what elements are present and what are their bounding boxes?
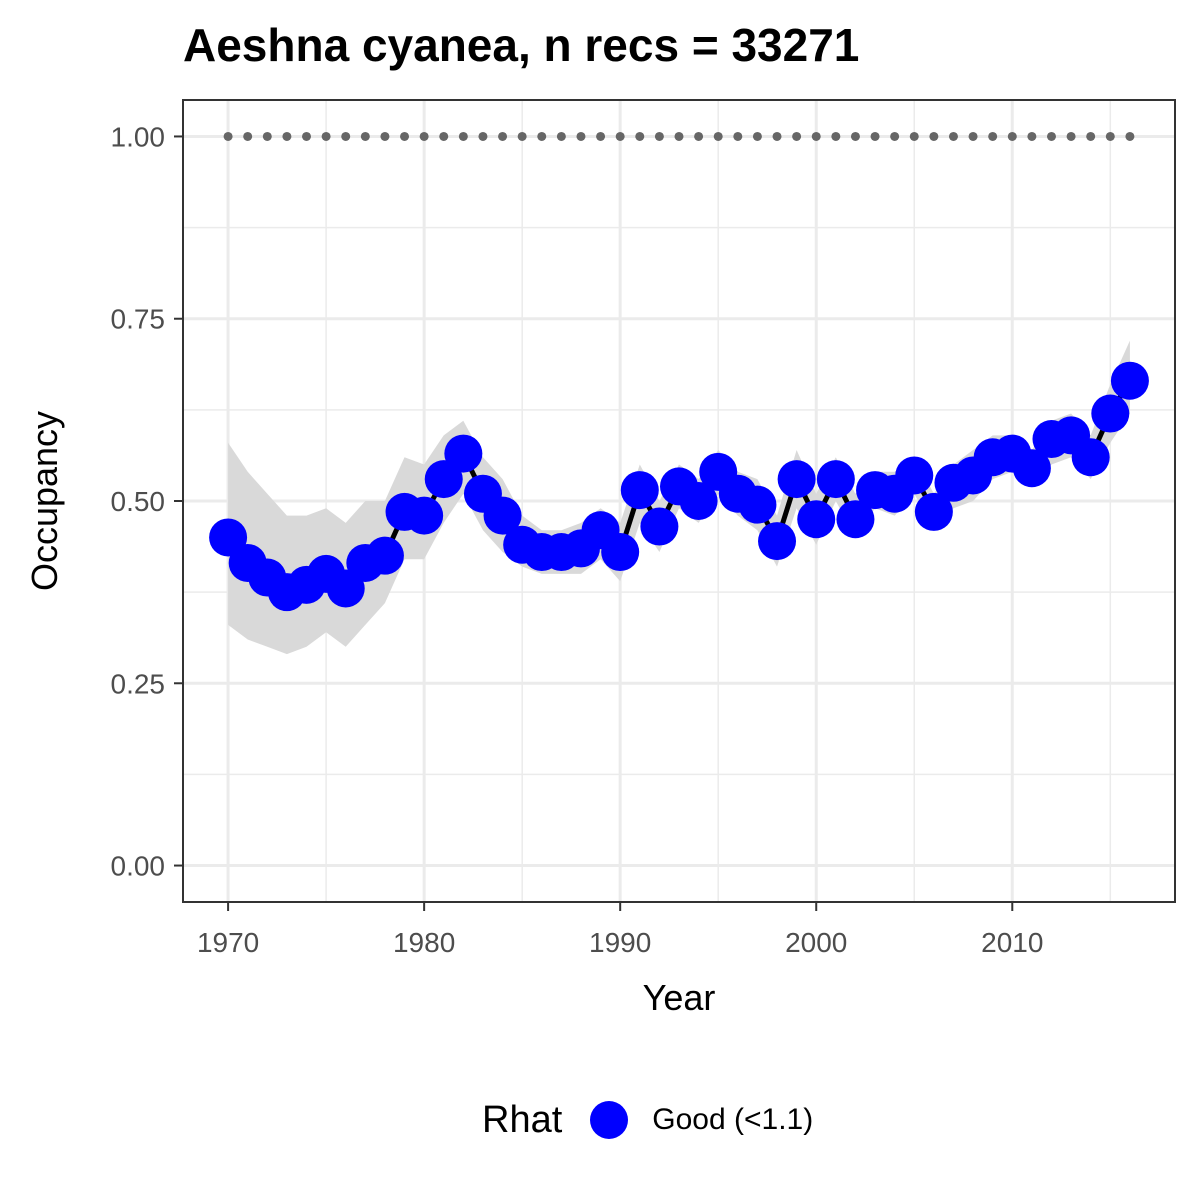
x-tick-label: 2010 [981, 927, 1043, 958]
data-point [914, 492, 953, 531]
y-tick-label: 0.50 [111, 486, 166, 517]
reference-dot [811, 131, 821, 141]
reference-dot [929, 131, 939, 141]
reference-dot [341, 131, 351, 141]
reference-dot [478, 131, 488, 141]
reference-dot [262, 131, 272, 141]
reference-dot [850, 131, 860, 141]
reference-dot [282, 131, 292, 141]
reference-dot [360, 131, 370, 141]
data-point [444, 434, 483, 473]
reference-dot [772, 131, 782, 141]
data-point [620, 471, 659, 510]
y-tick-label: 0.00 [111, 851, 166, 882]
reference-dot [870, 131, 880, 141]
reference-dot [439, 131, 449, 141]
data-point [738, 485, 777, 524]
reference-dot [713, 131, 723, 141]
legend: Rhat Good (<1.1) [482, 1090, 813, 1150]
x-axis-title: Year [643, 977, 716, 1018]
x-tick-label: 2000 [785, 927, 847, 958]
reference-dotted-line [223, 131, 1135, 141]
y-axis: 0.00 0.25 0.50 0.75 1.00 [111, 121, 183, 882]
reference-dot [635, 131, 645, 141]
reference-dot [458, 131, 468, 141]
legend-label-good: Good (<1.1) [652, 1103, 814, 1136]
data-point [895, 456, 934, 495]
reference-dot [988, 131, 998, 141]
reference-dot [419, 131, 429, 141]
reference-dot [792, 131, 802, 141]
data-point [758, 522, 797, 561]
data-point [601, 533, 640, 572]
reference-dot [752, 131, 762, 141]
data-point [640, 507, 679, 546]
reference-dot [1086, 131, 1096, 141]
reference-dot [674, 131, 684, 141]
reference-dot [576, 131, 586, 141]
x-tick-label: 1970 [197, 927, 259, 958]
x-tick-label: 1990 [589, 927, 651, 958]
x-tick-label: 1980 [393, 927, 455, 958]
reference-dot [380, 131, 390, 141]
data-point [836, 500, 875, 539]
y-axis-title: Occupancy [24, 411, 65, 591]
reference-dot [1125, 131, 1135, 141]
reference-dot [321, 131, 331, 141]
reference-dot [615, 131, 625, 141]
reference-dot [733, 131, 743, 141]
reference-dot [1105, 131, 1115, 141]
reference-dot [243, 131, 253, 141]
reference-dot [596, 131, 606, 141]
reference-dot [302, 131, 312, 141]
legend-key-good [590, 1101, 629, 1139]
y-tick-label: 1.00 [111, 121, 166, 152]
data-point [777, 460, 816, 499]
reference-dot [968, 131, 978, 141]
reference-dot [1046, 131, 1056, 141]
data-point [405, 496, 444, 535]
reference-dot [400, 131, 410, 141]
chart-title: Aeshna cyanea, n recs = 33271 [183, 19, 860, 71]
reference-dot [1066, 131, 1076, 141]
y-tick-label: 0.75 [111, 304, 166, 335]
data-point [1071, 438, 1110, 477]
data-point [365, 536, 404, 575]
reference-dot [831, 131, 841, 141]
reference-dot [1007, 131, 1017, 141]
data-point [679, 482, 718, 520]
data-point [797, 500, 836, 539]
x-axis: 1970 1980 1990 2000 2010 [197, 902, 1043, 958]
data-point [816, 460, 855, 499]
reference-dot [517, 131, 527, 141]
reference-dot [948, 131, 958, 141]
data-points [209, 361, 1149, 612]
reference-dot [223, 131, 233, 141]
data-point [1012, 449, 1051, 488]
reference-dot [890, 131, 900, 141]
reference-dot [537, 131, 547, 141]
reference-dot [909, 131, 919, 141]
data-point [483, 496, 522, 535]
reference-dot [694, 131, 704, 141]
data-point [1091, 394, 1130, 433]
legend-title: Rhat [482, 1098, 563, 1141]
reference-dot [1027, 131, 1037, 141]
reference-dot [556, 131, 566, 141]
reference-dot [498, 131, 508, 141]
y-tick-label: 0.25 [111, 668, 166, 699]
reference-dot [654, 131, 664, 141]
data-point [1110, 361, 1149, 400]
